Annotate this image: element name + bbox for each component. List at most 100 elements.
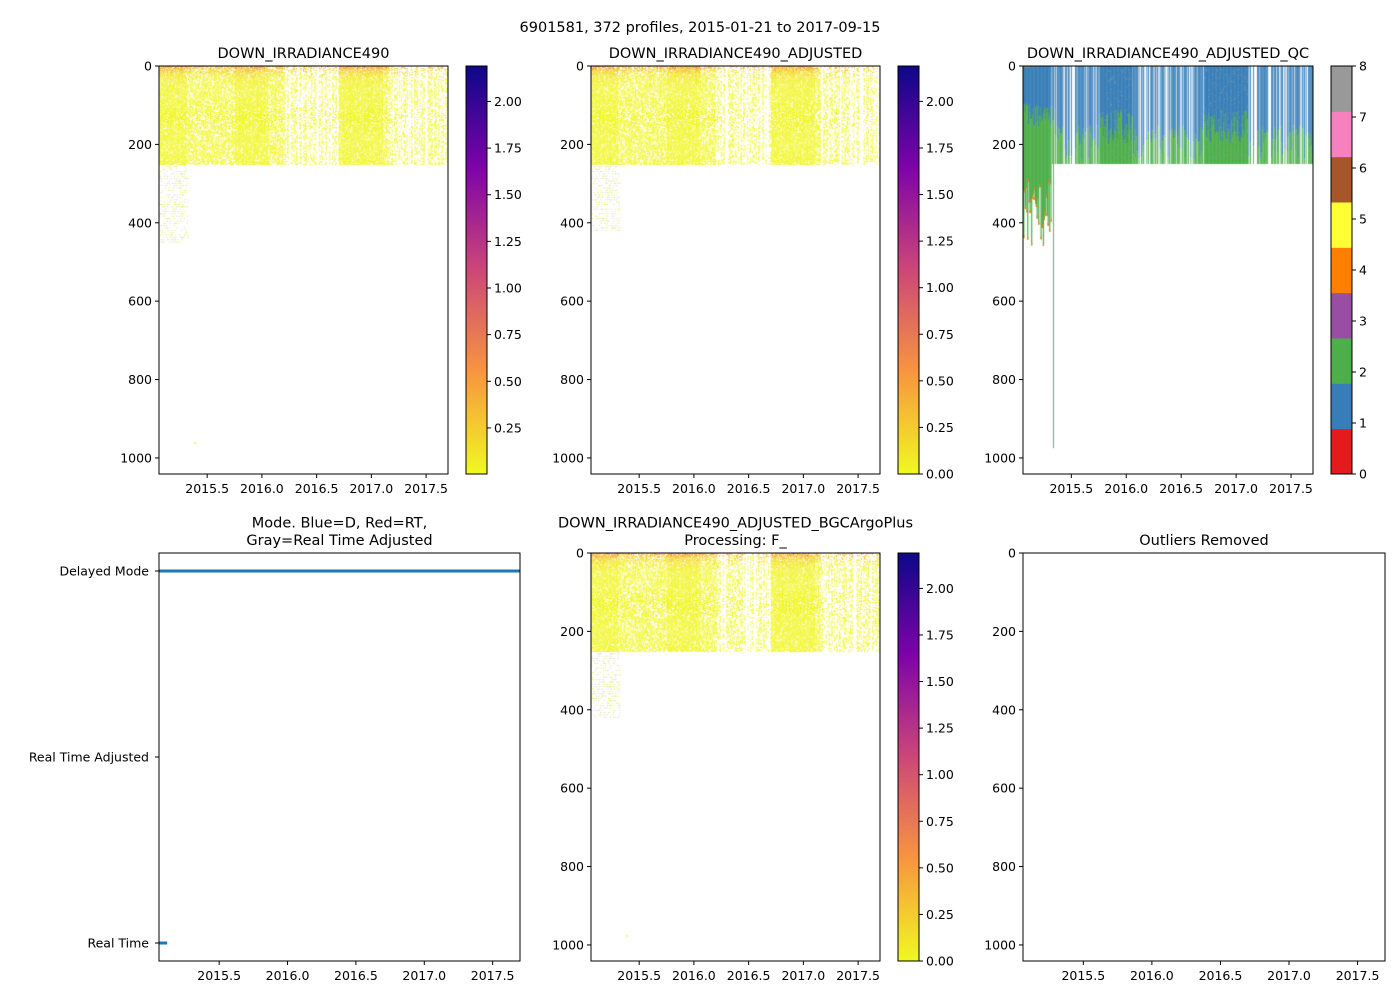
panel-1-xtick-label: 2016.5 — [727, 481, 771, 496]
panel-2-colorbar-swatch — [1331, 338, 1352, 384]
panel-2-xtick-label: 2017.5 — [1269, 481, 1313, 496]
panel-1-colorbar-tick-label: 1.25 — [926, 234, 954, 249]
panel-5-ytick-label: 200 — [992, 624, 1016, 639]
panel-4-xtick-label: 2017.0 — [781, 968, 825, 983]
panel-2-colorbar-swatch — [1331, 202, 1352, 248]
panel-2-ytick-label: 800 — [992, 372, 1016, 387]
panel-3-title: Mode. Blue=D, Red=RT, — [252, 516, 428, 532]
panel-4-ytick-label: 600 — [560, 781, 584, 796]
panel-1-colorbar — [898, 66, 919, 474]
panel-5-ytick-label: 400 — [992, 702, 1016, 717]
panel-1-colorbar-tick-label: 1.50 — [926, 187, 954, 202]
panel-0-heatmap — [159, 66, 448, 474]
panel-5-xtick-label: 2017.0 — [1267, 968, 1311, 983]
panel-3-xtick-label: 2016.5 — [334, 968, 378, 983]
panel-5-xtick-label: 2015.5 — [1061, 968, 1105, 983]
panel-0-title: DOWN_IRRADIANCE490 — [218, 46, 390, 62]
panel-1-xtick-label: 2015.5 — [617, 481, 661, 496]
panel-4-colorbar-tick-label: 0.50 — [926, 860, 954, 875]
panel-2-colorbar-tick-label: 0 — [1359, 467, 1367, 482]
panel-0-ytick-label: 0 — [144, 59, 152, 74]
panel-2-colorbar-tick-label: 5 — [1359, 212, 1367, 227]
panel-2-colorbar-tick-label: 3 — [1359, 314, 1367, 329]
panel-4-heatmap — [591, 553, 880, 961]
panel-0-ytick-label: 600 — [128, 294, 152, 309]
panel-2-ytick-label: 1000 — [984, 450, 1016, 465]
panel-1-xtick-label: 2017.5 — [836, 481, 880, 496]
panel-0-xtick-label: 2015.5 — [185, 481, 229, 496]
panel-2-title: DOWN_IRRADIANCE490_ADJUSTED_QC — [1027, 46, 1309, 62]
panel-1-ytick-label: 800 — [560, 372, 584, 387]
panel-1-axes-frame — [590, 65, 881, 475]
panel-1-xtick-label: 2016.0 — [672, 481, 716, 496]
panel-4-title: DOWN_IRRADIANCE490_ADJUSTED_BGCArgoPlus — [558, 516, 913, 532]
panel-0-xtick-label: 2017.0 — [349, 481, 393, 496]
panel-1-colorbar-tick-label: 0.50 — [926, 373, 954, 388]
panel-3-xtick-label: 2017.5 — [471, 968, 515, 983]
panel-1-colorbar-frame — [897, 65, 920, 475]
panel-4-colorbar-tick-label: 1.50 — [926, 674, 954, 689]
panel-4-colorbar-tick-label: 2.00 — [926, 581, 954, 596]
panel-2-xtick-label: 2017.0 — [1214, 481, 1258, 496]
panel-5-title: Outliers Removed — [1139, 533, 1268, 549]
panel-1-colorbar-tick-label: 1.00 — [926, 280, 954, 295]
panel-2-colorbar-tick-label: 4 — [1359, 263, 1367, 278]
panel-1-xtick-label: 2017.0 — [781, 481, 825, 496]
panel-2-axes-frame — [1022, 65, 1314, 475]
panel-0-colorbar-tick-label: 2.00 — [494, 94, 522, 109]
panel-2-colorbar-swatch — [1331, 383, 1352, 430]
panel-5-axes-frame — [1022, 552, 1386, 962]
panel-2-colorbar-swatch — [1331, 66, 1352, 112]
panel-2-colorbar-tick-label: 6 — [1359, 161, 1367, 176]
panel-4-axes-frame — [590, 552, 881, 962]
panel-2-colorbar-tick-label: 2 — [1359, 365, 1367, 380]
panel-2-ytick-label: 400 — [992, 215, 1016, 230]
panel-3-axes-frame — [158, 552, 521, 962]
panel-2-ytick-label: 200 — [992, 137, 1016, 152]
panel-2-colorbar-swatch — [1331, 292, 1352, 339]
panel-4-colorbar-tick-label: 0.75 — [926, 814, 954, 829]
panel-2-colorbar-tick-label: 7 — [1359, 110, 1367, 125]
panel-1-ytick-label: 200 — [560, 137, 584, 152]
panel-2-colorbar-swatch — [1331, 111, 1352, 158]
panel-0-colorbar-tick-label: 1.75 — [494, 141, 522, 156]
panel-0-colorbar-tick-label: 0.50 — [494, 374, 522, 389]
panel-1-ytick-label: 600 — [560, 294, 584, 309]
panel-4-title: Processing: F_ — [684, 533, 787, 549]
panel-4-xtick-label: 2016.0 — [672, 968, 716, 983]
panel-0-ytick-label: 800 — [128, 372, 152, 387]
panel-5-xtick-label: 2016.0 — [1130, 968, 1174, 983]
panel-1-colorbar-tick-label: 0.00 — [926, 467, 954, 482]
panel-2-xtick-label: 2016.0 — [1104, 481, 1148, 496]
panel-2-colorbar-swatch — [1331, 428, 1352, 475]
panel-0-xtick-label: 2017.5 — [404, 481, 448, 496]
panel-3-xtick-label: 2015.5 — [197, 968, 241, 983]
panel-0-xtick-label: 2016.5 — [295, 481, 339, 496]
panel-1-title: DOWN_IRRADIANCE490_ADJUSTED — [609, 46, 863, 62]
panel-2-ytick-label: 600 — [992, 294, 1016, 309]
panel-4-ytick-label: 1000 — [552, 937, 584, 952]
panel-4-colorbar — [898, 553, 919, 961]
panel-3-ytick-label: Delayed Mode — [59, 564, 149, 579]
panel-4-colorbar-tick-label: 1.75 — [926, 627, 954, 642]
panel-1-ytick-label: 1000 — [552, 450, 584, 465]
panel-2-xtick-label: 2015.5 — [1049, 481, 1093, 496]
panel-2-colorbar-swatch — [1331, 156, 1352, 203]
panel-1-colorbar-tick-label: 1.75 — [926, 140, 954, 155]
panel-5-ytick-label: 0 — [1008, 546, 1016, 561]
panel-5-xtick-label: 2017.5 — [1336, 968, 1380, 983]
panel-0-xtick-label: 2016.0 — [240, 481, 284, 496]
panel-3-ytick-label: Real Time — [87, 936, 149, 951]
panel-4-colorbar-tick-label: 1.25 — [926, 721, 954, 736]
panel-0-colorbar-tick-label: 1.00 — [494, 281, 522, 296]
panel-2-ytick-label: 0 — [1008, 59, 1016, 74]
panel-4-colorbar-frame — [897, 552, 920, 962]
panel-1-ytick-label: 0 — [576, 59, 584, 74]
panel-4-colorbar-tick-label: 1.00 — [926, 767, 954, 782]
figure-title: 6901581, 372 profiles, 2015-01-21 to 201… — [520, 20, 881, 36]
panel-1-colorbar-tick-label: 0.75 — [926, 327, 954, 342]
panel-0-colorbar-tick-label: 1.50 — [494, 187, 522, 202]
panel-4-ytick-label: 200 — [560, 624, 584, 639]
panel-3-xtick-label: 2016.0 — [266, 968, 310, 983]
